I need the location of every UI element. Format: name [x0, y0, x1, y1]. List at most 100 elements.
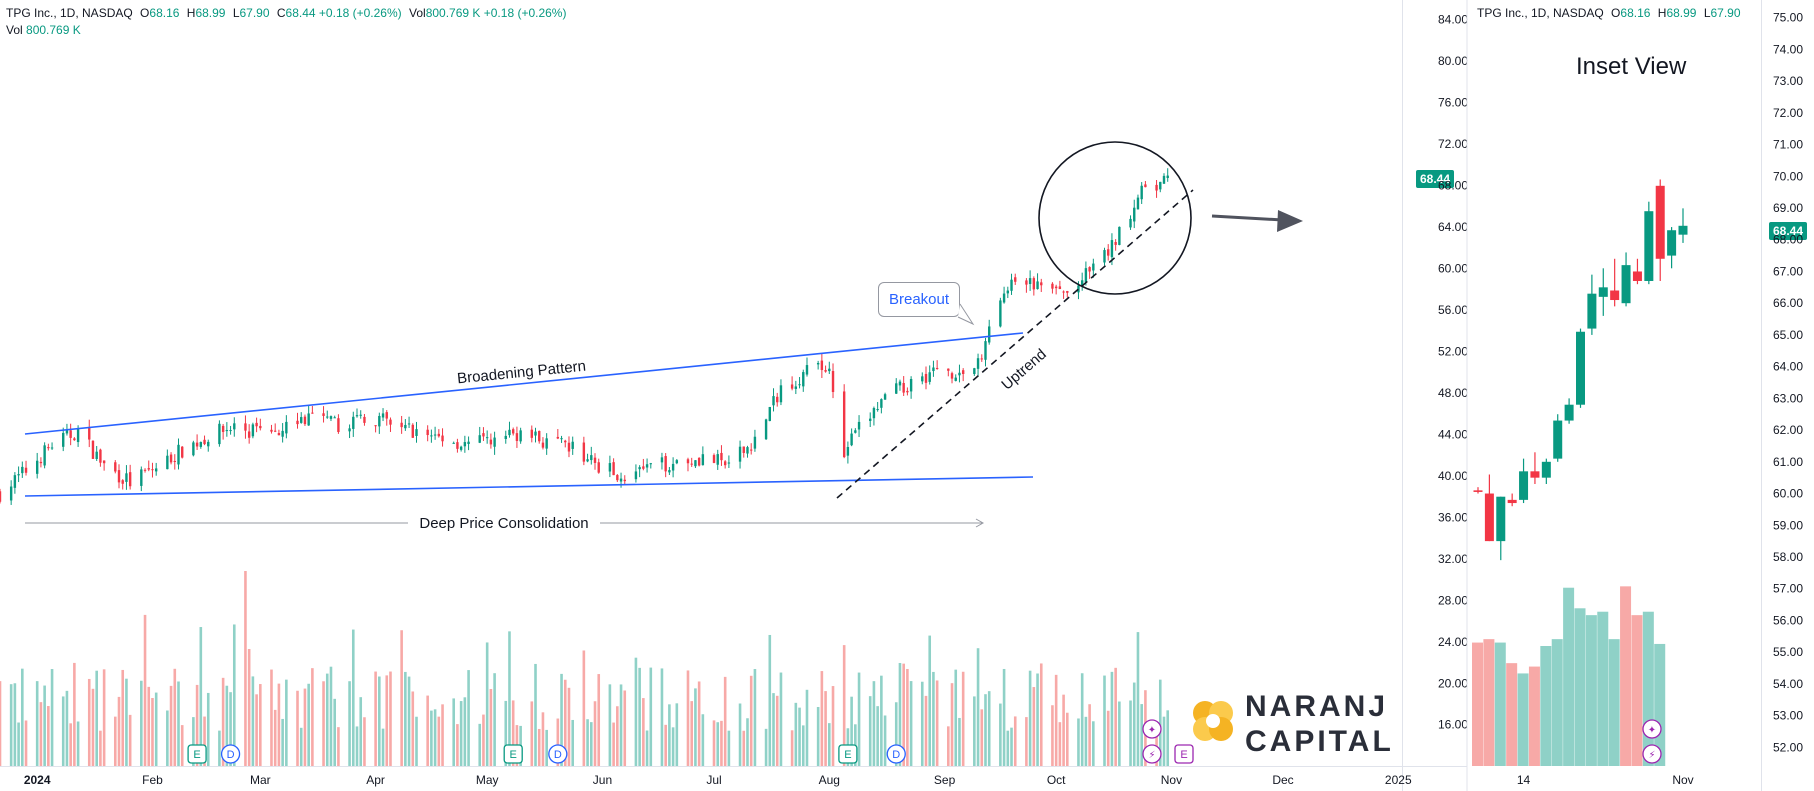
main-candle-body: [958, 372, 961, 376]
main-x-tick-label: Mar: [250, 773, 271, 787]
main-candle-body: [619, 478, 623, 482]
inset-volume-bar: [1506, 663, 1518, 766]
inset-candle-body: [1484, 493, 1494, 542]
main-candle-body: [9, 486, 13, 501]
main-volume-bar: [816, 706, 820, 766]
main-candle-body: [147, 468, 150, 470]
main-volume-bar: [143, 614, 147, 766]
main-candle-body: [716, 454, 719, 465]
main-volume-bar: [1010, 727, 1013, 766]
future-event-icon: [1142, 719, 1162, 739]
inset-y-tick-label: 52.00: [1773, 740, 1803, 754]
main-candle-body: [869, 418, 872, 421]
main-volume-bar: [798, 707, 801, 766]
main-candle-body: [764, 419, 768, 440]
main-volume-bar: [389, 671, 392, 766]
main-candle-body: [273, 430, 277, 432]
main-volume-bar: [753, 669, 757, 766]
inset-candle-body: [1655, 185, 1665, 259]
volume-row-value: 800.769 K: [26, 23, 81, 37]
main-candle-body: [493, 437, 496, 447]
main-volume-bar: [225, 685, 229, 766]
main-candle-body: [1155, 184, 1158, 191]
inset-y-tick-label: 62.00: [1773, 423, 1803, 437]
main-candle-body: [921, 376, 924, 382]
main-volume-bar: [582, 650, 586, 766]
inset-y-tick-label: 56.00: [1773, 613, 1803, 627]
main-candle-body: [62, 432, 65, 447]
main-candle-body: [671, 463, 675, 471]
main-volume-bar: [894, 702, 898, 766]
inset-y-tick-label: 54.00: [1773, 677, 1803, 691]
main-volume-bar: [192, 717, 195, 766]
main-candle-body: [1140, 185, 1143, 200]
main-volume-bar: [232, 624, 236, 766]
main-volume-bar: [1006, 730, 1010, 766]
main-candle-body: [776, 396, 779, 403]
main-volume-bar: [976, 648, 980, 766]
main-candle-body: [538, 430, 541, 442]
main-volume-bar: [1114, 667, 1117, 766]
broadening-pattern-label: Broadening Pattern: [456, 358, 586, 388]
main-candle-body: [285, 421, 288, 434]
broadening-upper-line: [24, 332, 1024, 435]
main-volume-bar: [1110, 671, 1114, 766]
inset-symbol: TPG Inc., 1D, NASDAQ: [1477, 6, 1604, 20]
main-candle-body: [95, 451, 98, 459]
main-candle-body: [720, 452, 723, 461]
inset-candle-body: [1473, 490, 1483, 492]
inset-y-tick-label: 74.00: [1773, 42, 1803, 56]
main-y-tick-label: 72.00: [1438, 137, 1468, 151]
inset-last-price-badge: 68.44: [1769, 222, 1808, 240]
inset-x-tick-label: Nov: [1672, 773, 1693, 787]
main-candle-body: [91, 440, 95, 459]
main-volume: [0, 571, 1170, 766]
main-candle-body: [1036, 281, 1039, 290]
main-candle-body: [359, 414, 362, 416]
inset-candle-body: [1519, 471, 1529, 500]
main-candle-body: [779, 385, 783, 403]
main-volume-bar: [17, 722, 20, 766]
main-candle-body: [976, 358, 980, 369]
main-candle-body: [790, 384, 794, 389]
inset-volume-bar: [1642, 611, 1654, 766]
main-volume-bar: [433, 709, 437, 766]
main-volume-bar: [589, 722, 593, 766]
main-candle-body: [207, 441, 210, 447]
main-candle-body: [1118, 226, 1121, 245]
main-candle-body: [571, 441, 574, 449]
main-candle-body: [329, 416, 333, 419]
main-volume-bar: [645, 730, 649, 766]
main-volume-bar: [820, 671, 824, 766]
main-candle-body: [489, 439, 493, 445]
main-volume-bar: [303, 688, 307, 766]
inset-candle-body: [1610, 290, 1620, 301]
main-candle-body: [1014, 277, 1017, 282]
main-candle-body: [712, 455, 716, 463]
open-label: O: [140, 6, 150, 20]
main-candle-body: [24, 467, 28, 473]
main-candle-body: [452, 442, 455, 444]
main-volume-bar: [1066, 712, 1069, 766]
main-volume-bar: [857, 672, 861, 766]
split-event-glyph: ⚡: [1148, 750, 1155, 761]
main-candle-body: [828, 368, 831, 372]
main-volume-bar: [333, 698, 336, 766]
main-volume-bar: [727, 730, 731, 766]
main-candle-body: [954, 377, 957, 381]
main-volume-bar: [827, 723, 831, 766]
main-candle-body: [69, 430, 72, 438]
main-x-tick-label: Nov: [1161, 773, 1182, 787]
main-volume-bar: [686, 670, 690, 766]
dividend-marker-icon: [886, 744, 906, 764]
main-y-tick-label: 68.00: [1438, 178, 1468, 192]
main-volume-bar: [329, 666, 333, 766]
main-volume-bar: [571, 719, 575, 766]
main-candle-body: [1010, 279, 1013, 291]
main-volume-bar: [623, 690, 627, 766]
inset-volume-bar: [1654, 643, 1666, 766]
main-candle-body: [1006, 290, 1010, 294]
inset-y-tick-label: 57.00: [1773, 582, 1803, 596]
main-candle-body: [664, 456, 667, 472]
main-candle-body: [76, 429, 80, 443]
